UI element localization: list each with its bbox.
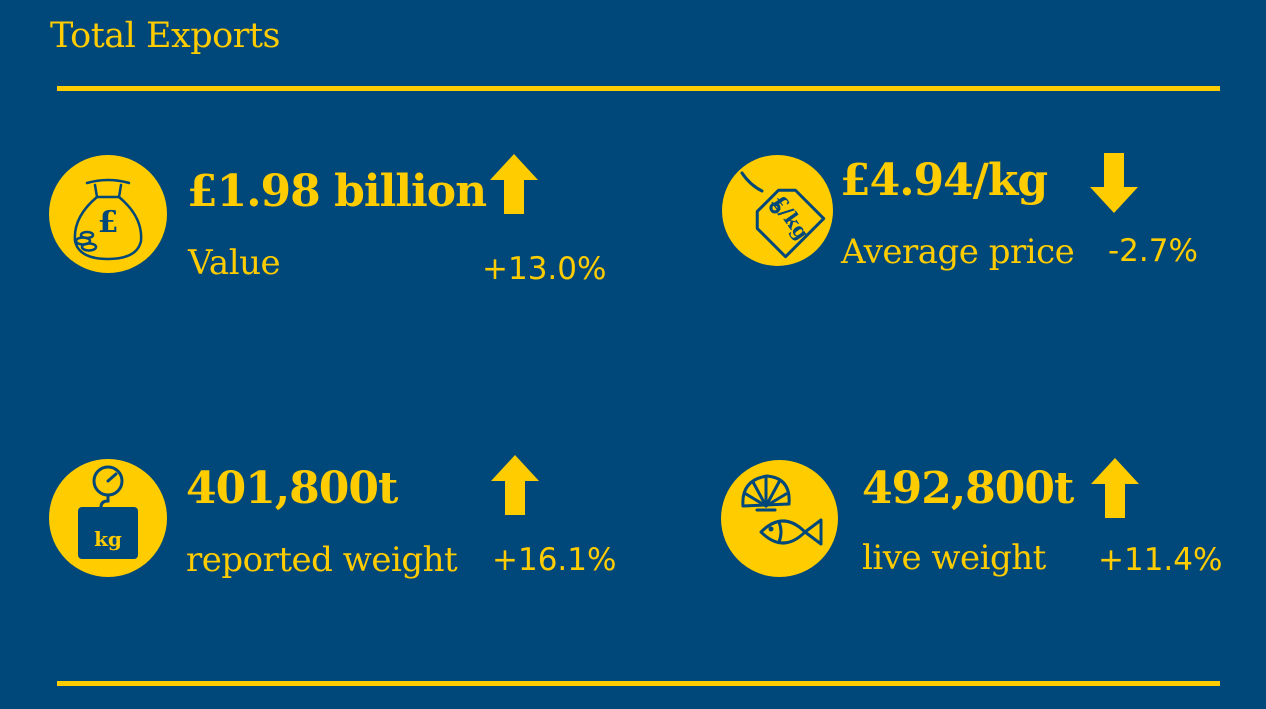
bottom-divider bbox=[57, 681, 1220, 686]
shellfish-fish-icon bbox=[721, 460, 838, 577]
svg-text:£: £ bbox=[98, 205, 119, 240]
average-price-label: Average price bbox=[841, 232, 1075, 272]
live-weight-amount: 492,800t bbox=[862, 463, 1074, 514]
live-weight-change: +11.4% bbox=[1098, 542, 1223, 578]
value-amount: £1.98 billion bbox=[187, 166, 487, 217]
reported-weight-label: reported weight bbox=[186, 540, 458, 580]
svg-text:kg: kg bbox=[94, 527, 122, 551]
up-arrow-icon bbox=[490, 154, 538, 214]
down-arrow-icon bbox=[1090, 153, 1138, 213]
reported-weight-amount: 401,800t bbox=[186, 463, 398, 514]
value-change: +13.0% bbox=[482, 251, 607, 287]
up-arrow-icon bbox=[1091, 458, 1139, 518]
up-arrow-icon bbox=[491, 455, 539, 515]
average-price-change: -2.7% bbox=[1108, 233, 1198, 269]
price-tag-icon: £/kg bbox=[722, 155, 833, 266]
reported-weight-change: +16.1% bbox=[492, 542, 617, 578]
weighing-scale-icon: kg bbox=[49, 459, 167, 577]
average-price-amount: £4.94/kg bbox=[840, 155, 1048, 206]
live-weight-label: live weight bbox=[862, 538, 1046, 578]
top-divider bbox=[57, 86, 1220, 91]
value-label: Value bbox=[188, 243, 281, 283]
page-title: Total Exports bbox=[50, 16, 280, 56]
money-bag-icon: £ bbox=[49, 155, 167, 273]
